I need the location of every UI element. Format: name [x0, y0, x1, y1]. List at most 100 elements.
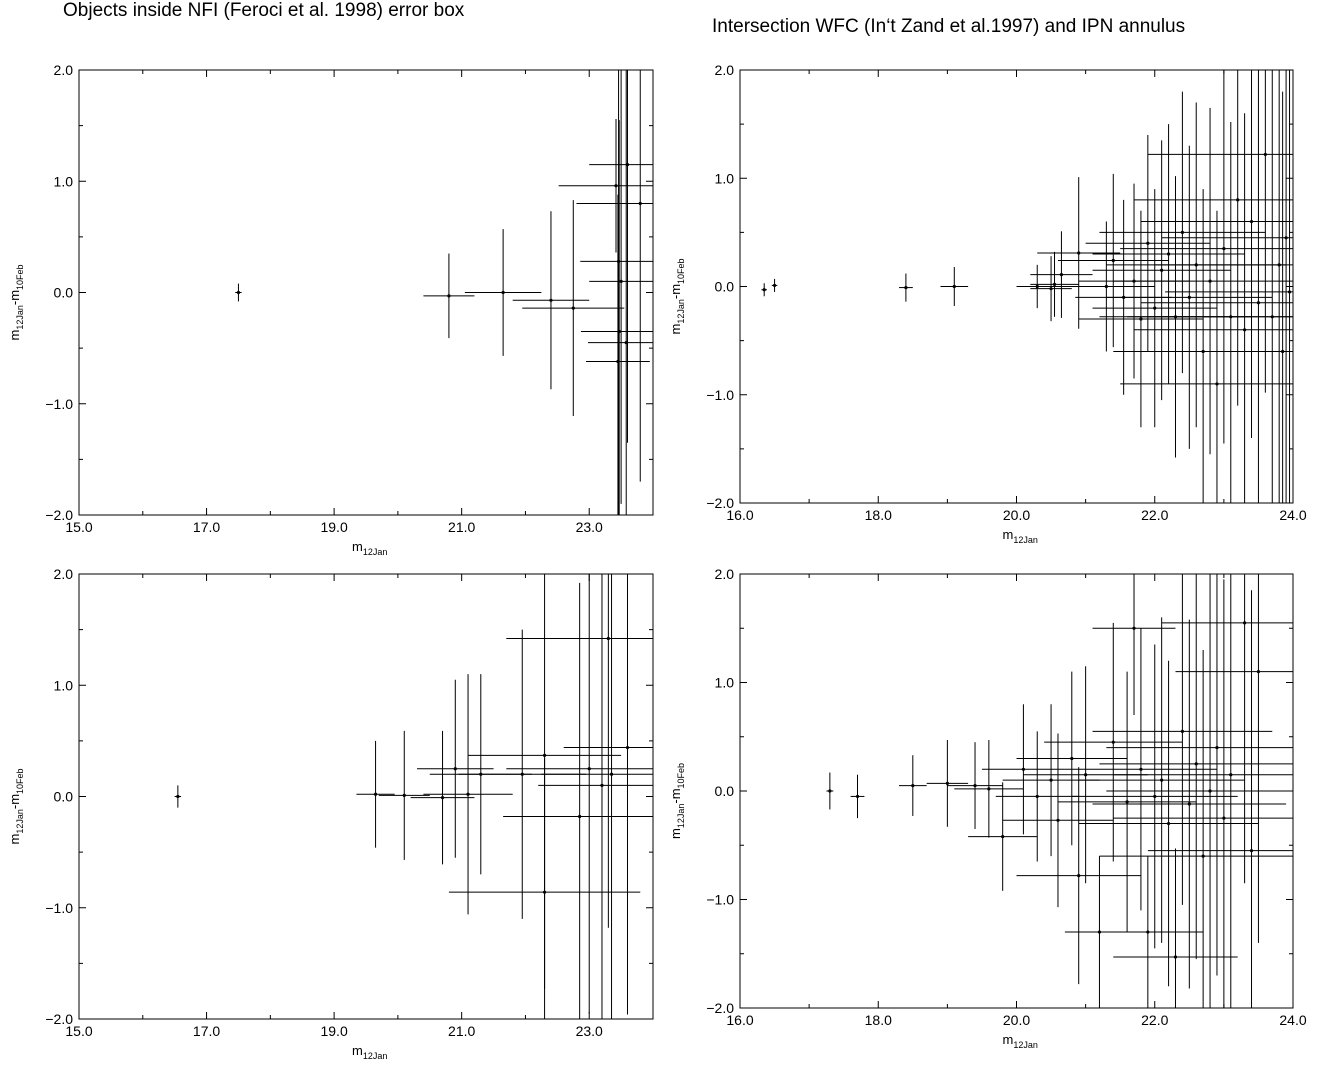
point-marker	[1001, 835, 1004, 838]
point-marker	[953, 285, 956, 288]
point-marker	[1271, 315, 1274, 318]
data-point	[513, 211, 590, 389]
point-marker	[1278, 263, 1281, 266]
data-point	[1162, 70, 1293, 503]
point-marker	[1236, 198, 1239, 201]
x-tick-label: 22.0	[1141, 1012, 1168, 1028]
point-marker	[1188, 802, 1191, 805]
chart-panel-1: 15.0 17.0 19.0 21.0 23.0−2.0−1.00.01.02.0m12…	[7, 62, 653, 557]
point-marker	[1084, 773, 1087, 776]
data-point	[423, 254, 474, 339]
point-marker	[614, 184, 617, 187]
data-point	[851, 775, 865, 818]
y-tick-label: 0.0	[715, 783, 735, 799]
data-point	[465, 229, 542, 356]
point-marker	[600, 784, 603, 787]
x-tick-label: 19.0	[320, 519, 347, 535]
x-tick-label: 24.0	[1279, 1012, 1306, 1028]
point-marker	[1056, 819, 1059, 822]
y-tick-label: 1.0	[715, 170, 735, 186]
y-tick-label: −1.0	[706, 892, 734, 908]
y-tick-label: 2.0	[715, 566, 735, 582]
data-point	[1148, 70, 1293, 393]
point-marker	[1215, 382, 1218, 385]
point-marker	[625, 341, 628, 344]
data-series	[826, 574, 1293, 1008]
point-marker	[374, 793, 377, 796]
data-point	[772, 279, 778, 292]
point-marker	[502, 291, 505, 294]
point-marker	[1188, 296, 1191, 299]
y-tick-label: 1.0	[715, 675, 735, 691]
data-point	[1162, 574, 1293, 883]
data-point	[175, 785, 181, 807]
data-point	[1030, 256, 1071, 321]
data-point	[1120, 211, 1293, 503]
point-marker	[1181, 730, 1184, 733]
data-point	[235, 284, 241, 302]
point-marker	[1077, 874, 1080, 877]
x-tick-label: 20.0	[1003, 507, 1030, 523]
y-tick-label: 2.0	[54, 62, 74, 78]
data-point	[826, 773, 833, 810]
point-marker	[237, 291, 240, 294]
x-tick-label: 23.0	[576, 1023, 603, 1039]
data-point	[1003, 733, 1114, 907]
data-point	[1148, 70, 1293, 503]
point-marker	[1288, 290, 1291, 293]
point-marker	[620, 280, 623, 283]
data-point	[1030, 231, 1092, 318]
x-tick-label: 19.0	[320, 1023, 347, 1039]
data-point	[1093, 189, 1217, 427]
data-point	[996, 731, 1079, 861]
data-point	[968, 782, 1037, 891]
point-marker	[1139, 317, 1142, 320]
y-tick-label: −2.0	[45, 507, 73, 523]
chart-panel-4: 16.0 18.0 20.0 22.0 24.0 −2.0 −1.0 0.0 1.0 2.0 m12…	[668, 566, 1307, 1050]
point-marker	[610, 773, 613, 776]
data-point	[1017, 265, 1058, 308]
data-point	[1148, 590, 1293, 1008]
x-tick-label: 21.0	[448, 1023, 475, 1039]
point-marker	[1105, 285, 1108, 288]
point-marker	[973, 784, 976, 787]
data-point	[1175, 574, 1293, 943]
data-point	[982, 704, 1065, 834]
data-point	[541, 574, 653, 1019]
point-marker	[1153, 307, 1156, 310]
x-tick-label: 23.0	[576, 519, 603, 535]
data-point	[1106, 146, 1272, 449]
y-tick-label: 1.0	[54, 677, 74, 693]
point-marker	[1053, 283, 1056, 286]
data-point	[899, 274, 913, 302]
x-axis-label: m12Jan	[352, 1043, 387, 1061]
point-marker	[607, 637, 610, 640]
point-marker	[1222, 817, 1225, 820]
point-marker	[911, 784, 914, 787]
point-marker	[1208, 789, 1211, 792]
point-marker	[1202, 855, 1205, 858]
point-marker	[773, 284, 776, 287]
point-marker	[176, 795, 179, 798]
point-marker	[639, 202, 642, 205]
point-marker	[763, 288, 766, 291]
point-marker	[1060, 273, 1063, 276]
point-marker	[441, 796, 444, 799]
data-point	[1065, 628, 1217, 910]
point-marker	[1264, 153, 1267, 156]
y-tick-label: 0.0	[54, 789, 74, 805]
point-marker	[946, 782, 949, 785]
point-marker	[1146, 930, 1149, 933]
data-point	[589, 70, 653, 504]
point-marker	[626, 746, 629, 749]
point-marker	[616, 360, 619, 363]
data-point	[559, 119, 653, 253]
data-point	[503, 583, 653, 1019]
point-marker	[403, 794, 406, 797]
data-point	[1093, 856, 1204, 1008]
chart-panel-3: 15.0 17.0 19.0 21.0 23.0−2.0−1.00.01.02.0m12…	[7, 566, 653, 1061]
point-marker	[1208, 279, 1211, 282]
data-series	[235, 70, 653, 515]
data-point	[899, 755, 927, 816]
